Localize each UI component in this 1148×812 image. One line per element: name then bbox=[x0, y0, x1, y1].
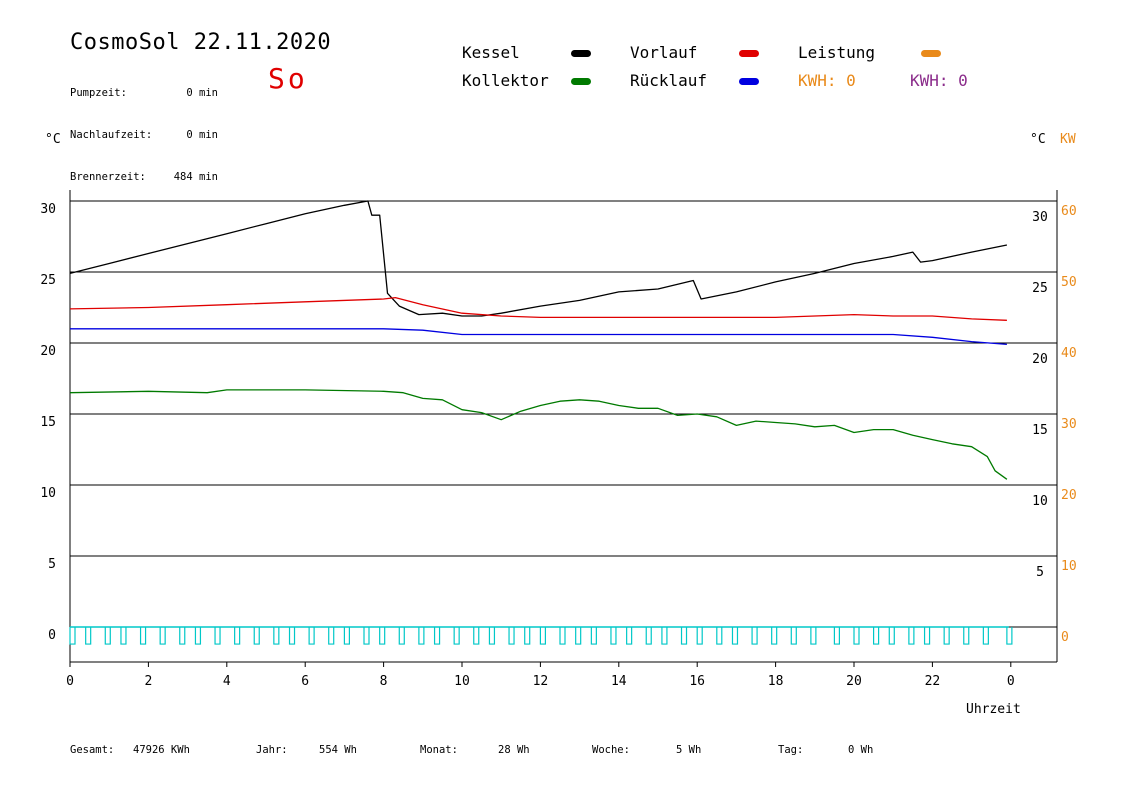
y-tick-label-left: 15 bbox=[40, 415, 56, 430]
legend-kessel-swatch bbox=[571, 50, 591, 57]
chart-title: CosmoSol 22.11.2020 bbox=[70, 30, 332, 55]
series-pumpe bbox=[69, 627, 1013, 645]
series-r-cklauf bbox=[70, 328, 1007, 346]
y-tick-label-left: 0 bbox=[48, 628, 56, 643]
x-tick-label: 2 bbox=[144, 674, 152, 689]
legend-leistung-swatch bbox=[921, 50, 941, 57]
footer-woche-label: Woche: bbox=[592, 744, 630, 756]
legend-ruecklauf-swatch bbox=[739, 78, 759, 85]
y-tick-label-right-kw: 0 bbox=[1061, 630, 1069, 645]
legend-kollektor-swatch bbox=[571, 78, 591, 85]
chart-plot: 0 2 4 6 8 10 12 14 16 18 20 22 0 0 5 10 15 20 25 30 5 10 15 20 2… bbox=[40, 190, 1077, 689]
stats-labels: Pumpzeit: Nachlaufzeit: Brennerzeit: bbox=[70, 58, 152, 198]
y-tick-label-right-kw: 60 bbox=[1061, 204, 1077, 219]
legend-ruecklauf-label: Rücklauf bbox=[630, 71, 708, 90]
x-axis-label: Uhrzeit bbox=[966, 702, 1021, 717]
series-vorlauf bbox=[69, 296, 1007, 321]
x-tick-label: 10 bbox=[454, 674, 470, 689]
x-tick-label: 8 bbox=[380, 674, 388, 689]
y-tick-label-left: 10 bbox=[40, 486, 56, 501]
x-tick-label: 0 bbox=[1007, 674, 1015, 689]
y-tick-label-right-kw: 50 bbox=[1061, 275, 1077, 290]
x-tick-label: 16 bbox=[689, 674, 705, 689]
x-tick-label: 12 bbox=[533, 674, 549, 689]
legend-kwh-secondary: KWH: 0 bbox=[910, 71, 968, 90]
y-tick-label-left: 20 bbox=[40, 344, 56, 359]
footer-tag-label: Tag: bbox=[778, 744, 804, 756]
x-tick-label: 22 bbox=[925, 674, 941, 689]
stat-brennerzeit-label: Brennerzeit: bbox=[70, 171, 146, 183]
right-axis-unit-kw: KW bbox=[1060, 132, 1076, 147]
legend-vorlauf-swatch bbox=[739, 50, 759, 57]
x-tick-label: 4 bbox=[223, 674, 231, 689]
series-kessel bbox=[69, 200, 1008, 317]
footer-monat-value: 28 Wh bbox=[498, 744, 530, 756]
x-tick-label: 0 bbox=[66, 674, 74, 689]
y-tick-label-right-c: 20 bbox=[1032, 352, 1048, 367]
footer-monat-label: Monat: bbox=[420, 744, 458, 756]
series-kollektor bbox=[69, 389, 1008, 480]
x-tick-label: 20 bbox=[846, 674, 862, 689]
stat-brennerzeit-value: 484 min bbox=[173, 171, 218, 183]
stat-nachlaufzeit-label: Nachlaufzeit: bbox=[70, 129, 153, 141]
footer-jahr-value: 554 Wh bbox=[319, 744, 357, 756]
stat-pumpzeit-label: Pumpzeit: bbox=[70, 87, 127, 99]
axes bbox=[69, 190, 1058, 667]
legend-vorlauf-label: Vorlauf bbox=[630, 43, 698, 62]
y-tick-label-right-kw: 10 bbox=[1061, 559, 1077, 574]
footer-woche-value: 5 Wh bbox=[676, 744, 702, 756]
footer-jahr-label: Jahr: bbox=[256, 744, 288, 756]
y-tick-label-right-c: 25 bbox=[1032, 281, 1048, 296]
y-tick-label-right-kw: 30 bbox=[1061, 417, 1077, 432]
y-tick-label-right-c: 30 bbox=[1032, 210, 1048, 225]
legend-kwh-leistung: KWH: 0 bbox=[798, 71, 856, 90]
right-axis-unit-celsius: °C bbox=[1030, 132, 1046, 147]
y-tick-label-right-kw: 20 bbox=[1061, 488, 1077, 503]
x-tick-label: 6 bbox=[301, 674, 309, 689]
legend-leistung-label: Leistung bbox=[798, 43, 876, 62]
tick-labels: 0 2 4 6 8 10 12 14 16 18 20 22 0 0 5 10 15 20 25 30 5 10 15 20 2… bbox=[40, 202, 1076, 689]
stat-pumpzeit-value: 0 min bbox=[186, 87, 218, 99]
weekday-label: So bbox=[268, 62, 308, 95]
footer-tag-value: 0 Wh bbox=[848, 744, 874, 756]
x-tick-label: 18 bbox=[768, 674, 784, 689]
y-tick-label-right-c: 5 bbox=[1036, 565, 1044, 580]
footer-gesamt-value: 47926 KWh bbox=[133, 744, 190, 756]
y-tick-label-right-c: 15 bbox=[1032, 423, 1048, 438]
y-tick-label-right-kw: 40 bbox=[1061, 346, 1077, 361]
stat-nachlaufzeit-value: 0 min bbox=[186, 129, 218, 141]
left-axis-unit: °C bbox=[45, 132, 61, 147]
legend-kessel-label: Kessel bbox=[462, 43, 520, 62]
series bbox=[69, 200, 1013, 645]
footer-gesamt-label: Gesamt: bbox=[70, 744, 115, 756]
y-tick-label-left: 30 bbox=[40, 202, 56, 217]
x-tick-label: 14 bbox=[611, 674, 627, 689]
stats-values: 0 min 0 min 484 min bbox=[168, 58, 218, 198]
y-tick-label-right-c: 10 bbox=[1032, 494, 1048, 509]
gridlines bbox=[70, 200, 1057, 628]
y-tick-label-left: 5 bbox=[48, 557, 56, 572]
y-tick-label-left: 25 bbox=[40, 273, 56, 288]
legend-kollektor-label: Kollektor bbox=[462, 71, 549, 90]
